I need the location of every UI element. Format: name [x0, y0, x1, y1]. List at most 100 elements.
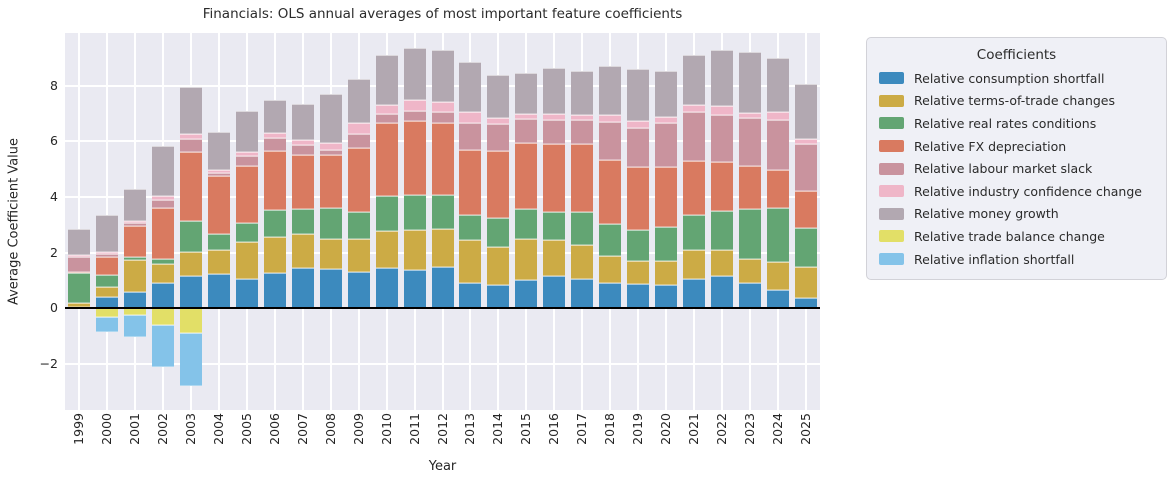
bar-segment: [431, 122, 454, 196]
bar-segment: [459, 150, 482, 216]
gridline-v: [77, 33, 80, 410]
bar-segment: [95, 252, 118, 255]
bar-segment: [235, 241, 258, 280]
bar-segment: [375, 196, 398, 231]
bar-segment: [795, 139, 818, 145]
bar-segment: [151, 264, 174, 284]
bar-segment: [319, 149, 342, 156]
legend-item-label: Relative consumption shortfall: [914, 70, 1105, 86]
bar-segment: [151, 196, 174, 201]
bar-segment: [179, 138, 202, 152]
x-tick-label: 2018: [602, 413, 618, 445]
bar-segment: [263, 272, 286, 309]
x-tick-label: 2013: [462, 413, 478, 445]
bar-segment: [627, 283, 650, 309]
legend-item-label: Relative trade balance change: [914, 228, 1105, 244]
bar-segment: [515, 73, 538, 114]
plot-area: [65, 33, 820, 410]
bar-segment: [515, 142, 538, 210]
bar-segment: [739, 52, 762, 113]
legend-swatch-icon: [879, 253, 904, 266]
bar-segment: [739, 259, 762, 283]
bar-segment: [627, 127, 650, 168]
bar-segment: [599, 255, 622, 283]
bar-segment: [655, 285, 678, 309]
bar-segment: [123, 226, 146, 258]
x-axis-label: Year: [428, 459, 457, 474]
legend-item: Relative FX depreciation: [879, 135, 1154, 158]
bar-segment: [179, 87, 202, 135]
legend-item: Relative terms-of-trade changes: [879, 90, 1154, 113]
x-tick-label: 2009: [350, 413, 366, 445]
x-tick-label: 2023: [742, 413, 758, 445]
y-tick-label: 6: [50, 133, 58, 149]
x-tick-label: 2007: [294, 413, 310, 445]
bar-segment: [179, 308, 202, 333]
bar-segment: [151, 259, 174, 265]
y-tick-label: 8: [50, 77, 58, 93]
bar-segment: [711, 162, 734, 212]
bar-segment: [319, 238, 342, 270]
bar-segment: [151, 145, 174, 197]
x-tick-label: 2005: [238, 413, 254, 445]
bar-segment: [403, 229, 426, 271]
x-tick-label: 2024: [770, 413, 786, 445]
bar-segment: [235, 110, 258, 152]
bar-segment: [487, 218, 510, 247]
bar-segment: [711, 276, 734, 309]
legend-swatch-icon: [879, 162, 904, 175]
legend-item-label: Relative FX depreciation: [914, 138, 1067, 154]
legend-swatch-icon: [879, 72, 904, 85]
bar-segment: [795, 190, 818, 228]
bar-segment: [683, 250, 706, 279]
x-tick-label: 2022: [714, 413, 730, 445]
legend-item-label: Relative industry confidence change: [914, 183, 1142, 199]
x-tick-label: 2004: [210, 413, 226, 445]
legend-item-label: Relative inflation shortfall: [914, 251, 1075, 267]
bar-segment: [683, 278, 706, 309]
bar-segment: [95, 257, 118, 276]
bar-segment: [571, 70, 594, 115]
y-tick-label: 2: [50, 244, 58, 260]
legend-item: Relative inflation shortfall: [879, 248, 1154, 271]
x-tick-label: 2016: [546, 413, 562, 445]
bar-segment: [347, 133, 370, 148]
x-tick-label: 2008: [322, 413, 338, 445]
bar-segment: [627, 69, 650, 121]
bar-segment: [123, 188, 146, 222]
bar-segment: [95, 297, 118, 309]
bar-segment: [711, 114, 734, 163]
bar-segment: [375, 55, 398, 105]
bar-segment: [375, 268, 398, 309]
bar-segment: [207, 249, 230, 275]
bar-segment: [599, 115, 622, 122]
bar-segment: [347, 123, 370, 134]
bar-segment: [739, 112, 762, 119]
legend-item: Relative labour market slack: [879, 157, 1154, 180]
x-tick-label: 2014: [490, 413, 506, 445]
bar-segment: [179, 134, 202, 139]
bar-segment: [179, 332, 202, 387]
bar-segment: [67, 256, 90, 273]
bar-segment: [67, 273, 90, 303]
bar-segment: [123, 292, 146, 309]
bar-segment: [179, 252, 202, 277]
legend-item-label: Relative labour market slack: [914, 161, 1093, 177]
bar-segment: [375, 114, 398, 124]
bar-segment: [403, 194, 426, 230]
bar-segment: [627, 167, 650, 230]
bar-segment: [95, 308, 118, 317]
legend-swatch-icon: [879, 230, 904, 243]
bar-segment: [795, 267, 818, 298]
bar-segment: [767, 208, 790, 263]
bar-segment: [683, 55, 706, 105]
bar-segment: [291, 233, 314, 268]
bar-segment: [235, 156, 258, 167]
bar-segment: [767, 111, 790, 121]
bar-segment: [739, 282, 762, 309]
bar-segment: [403, 100, 426, 111]
bar-segment: [571, 120, 594, 145]
legend-title: Coefficients: [976, 47, 1057, 63]
x-tick-label: 2000: [98, 413, 114, 445]
bar-segment: [67, 272, 90, 274]
